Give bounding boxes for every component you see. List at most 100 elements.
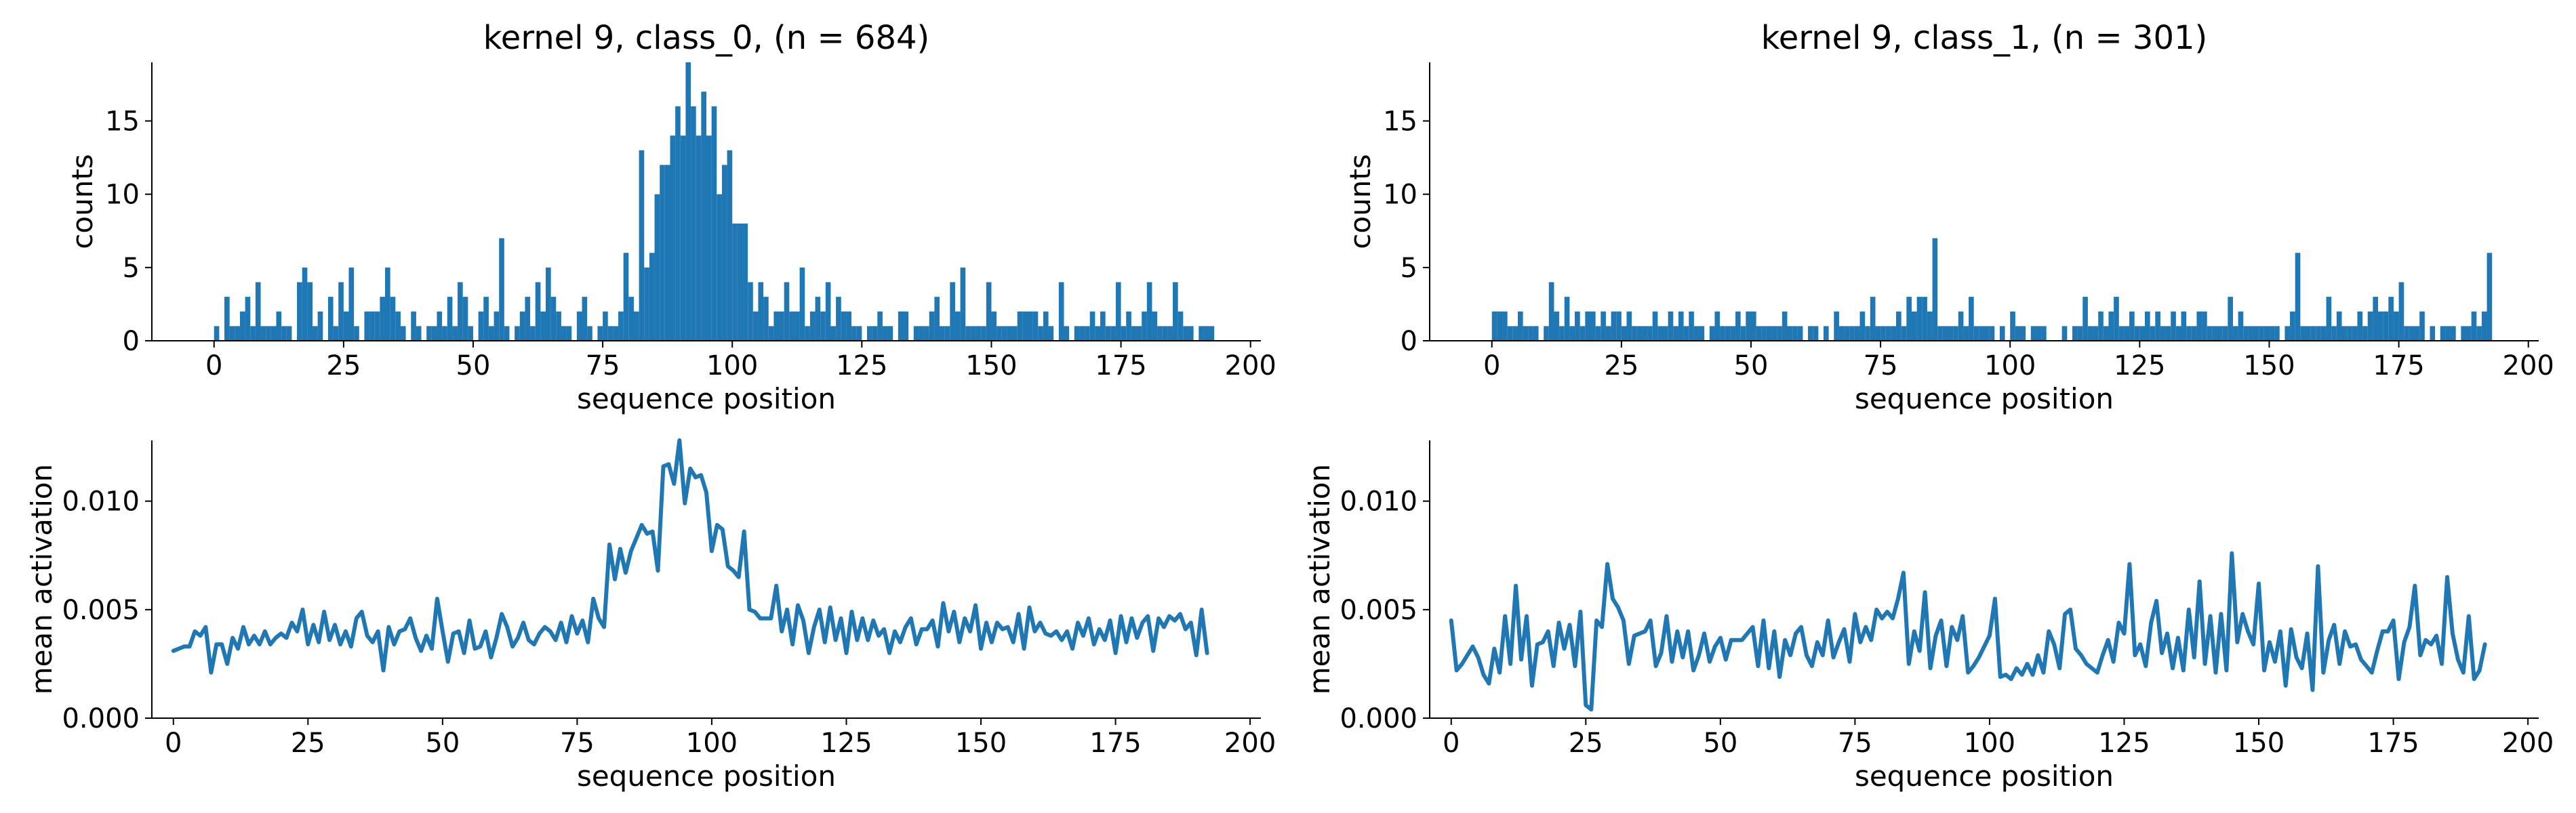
x-tick-label: 150 bbox=[955, 728, 1007, 759]
histogram-bar bbox=[2129, 311, 2135, 341]
histogram-bar bbox=[1621, 326, 1627, 341]
histogram-bar bbox=[2341, 326, 2348, 341]
histogram-bar bbox=[929, 311, 935, 341]
histogram-bar bbox=[1849, 326, 1855, 341]
histogram-bar bbox=[1115, 282, 1121, 341]
x-tick-label: 175 bbox=[1089, 728, 1141, 759]
histogram-bar bbox=[815, 297, 821, 341]
histogram-bar bbox=[603, 311, 608, 341]
histogram-bar bbox=[312, 326, 318, 341]
histogram-bar bbox=[2414, 326, 2420, 341]
histogram-bar bbox=[789, 311, 794, 341]
x-tick-label: 50 bbox=[456, 350, 491, 381]
y-tick-label: 15 bbox=[1383, 106, 1417, 138]
histogram-bar bbox=[1969, 297, 1974, 341]
histogram-bar bbox=[670, 136, 676, 341]
histogram-bar bbox=[2228, 297, 2233, 341]
histogram-bar bbox=[1735, 311, 1741, 341]
histogram-bar bbox=[1906, 297, 1912, 341]
histogram-bar bbox=[550, 297, 557, 341]
histogram-bar bbox=[1183, 326, 1188, 341]
histogram-bar bbox=[1714, 311, 1720, 341]
histogram-bar bbox=[2357, 311, 2363, 341]
histogram-bar bbox=[1590, 311, 1596, 341]
x-tick-label: 175 bbox=[1095, 350, 1146, 381]
histogram-bar bbox=[431, 326, 437, 341]
histogram-bar bbox=[2269, 326, 2275, 341]
histogram-bar bbox=[882, 326, 888, 341]
y-tick-label: 15 bbox=[105, 106, 140, 138]
histogram-bar bbox=[2404, 326, 2409, 341]
histogram-bar bbox=[924, 326, 929, 341]
histogram-bar bbox=[1173, 282, 1178, 341]
histogram-bar bbox=[991, 311, 997, 341]
histogram-bar bbox=[1095, 326, 1101, 341]
histogram-bar bbox=[680, 136, 686, 341]
histogram-bar bbox=[1491, 311, 1497, 341]
y-tick-label: 0.010 bbox=[62, 486, 140, 518]
histogram-bar bbox=[639, 150, 645, 341]
x-tick-label: 175 bbox=[2367, 728, 2419, 759]
histogram-bar bbox=[1497, 311, 1503, 341]
histogram-bar bbox=[1058, 282, 1064, 341]
histogram-bar bbox=[701, 91, 706, 341]
histogram-bar bbox=[1048, 326, 1054, 341]
histogram-bar bbox=[576, 311, 582, 341]
histogram-bar bbox=[2419, 311, 2425, 341]
histogram-bar bbox=[1668, 311, 1674, 341]
x-tick-label: 50 bbox=[1734, 350, 1769, 381]
histogram-bar bbox=[2072, 326, 2078, 341]
histogram-bar bbox=[1074, 326, 1080, 341]
histogram-bar bbox=[940, 326, 945, 341]
activation-line bbox=[171, 438, 1209, 675]
histogram-bar bbox=[2409, 326, 2415, 341]
histogram-bar bbox=[1875, 326, 1881, 341]
histogram-bar bbox=[2445, 326, 2451, 341]
histogram-bar bbox=[2082, 297, 2088, 341]
histogram-bar bbox=[913, 326, 919, 341]
histogram-bar bbox=[1209, 326, 1215, 341]
histogram-bar bbox=[981, 326, 986, 341]
chart-panel-bottom-left: 0 25 50 75 100 125 150 175 200 0.000 0.005 0.010 seq… bbox=[25, 438, 1276, 793]
histogram-bar bbox=[2243, 326, 2249, 341]
histogram-bar bbox=[250, 326, 256, 341]
y-tick-label: 0.005 bbox=[1340, 595, 1417, 626]
histogram-bar bbox=[1017, 311, 1023, 341]
histogram-bar bbox=[1642, 326, 1648, 341]
x-axis-label: sequence position bbox=[1855, 382, 2114, 415]
x-tick-label: 200 bbox=[1224, 728, 1276, 759]
histogram-bar bbox=[805, 326, 810, 341]
histogram-bar bbox=[452, 326, 458, 341]
histogram-bar bbox=[2274, 326, 2280, 341]
histogram-bar bbox=[1813, 326, 1819, 341]
histogram-bar bbox=[2310, 326, 2316, 341]
histogram-bar bbox=[499, 238, 504, 341]
histogram-bar bbox=[354, 326, 359, 341]
histogram-bar bbox=[1605, 326, 1611, 341]
histogram-bar bbox=[773, 311, 780, 341]
histogram-bar bbox=[239, 311, 245, 341]
y-tick-label: 0 bbox=[123, 326, 140, 357]
histogram-bar bbox=[2326, 297, 2332, 341]
histogram-bar bbox=[260, 326, 266, 341]
x-tick-label: 200 bbox=[1225, 350, 1276, 381]
histogram-bar bbox=[841, 311, 847, 341]
x-tick-label: 175 bbox=[2373, 350, 2424, 381]
x-tick-label: 125 bbox=[820, 728, 872, 759]
histogram-bar bbox=[1579, 326, 1586, 341]
histogram-bar bbox=[2295, 253, 2301, 341]
histogram-bar bbox=[1678, 311, 1684, 341]
histogram-bar bbox=[1953, 326, 1958, 341]
histogram-bar bbox=[1746, 311, 1751, 341]
histogram-bar bbox=[515, 326, 520, 341]
x-tick-label: 150 bbox=[965, 350, 1017, 381]
histogram-bar bbox=[1152, 311, 1158, 341]
y-axis-label: mean activation bbox=[25, 464, 58, 694]
histogram-bar bbox=[348, 267, 355, 341]
histogram-bar bbox=[1870, 297, 1876, 341]
histogram-bar bbox=[820, 311, 826, 341]
histogram-bar bbox=[836, 297, 841, 341]
y-axis-label: counts bbox=[1344, 154, 1377, 249]
histogram-bar bbox=[1885, 326, 1891, 341]
histogram-bar bbox=[1720, 326, 1725, 341]
